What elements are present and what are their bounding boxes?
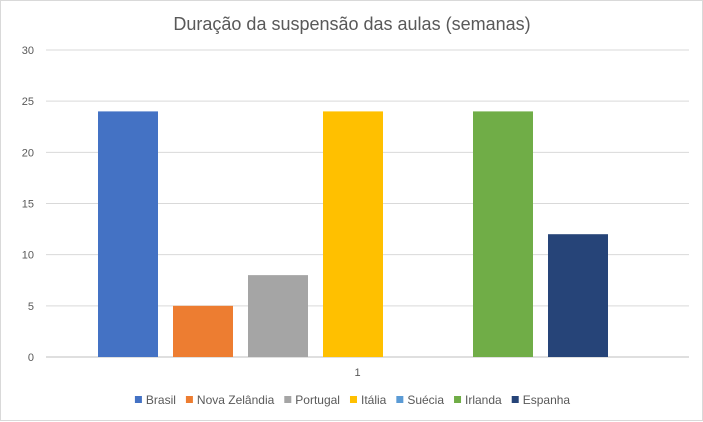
x-axis-ticks: 1 [354, 367, 360, 379]
y-tick-label: 20 [22, 147, 34, 159]
bar-3 [323, 111, 383, 358]
legend-swatch-3 [349, 396, 357, 403]
legend-label: Suécia [407, 393, 444, 407]
bar-0 [98, 111, 158, 358]
bar-6 [548, 234, 608, 357]
x-tick-label: 1 [354, 367, 360, 379]
legend-swatch-2 [284, 396, 292, 403]
legend-swatch-4 [396, 396, 404, 403]
y-tick-label: 25 [22, 96, 34, 108]
y-tick-label: 0 [28, 352, 34, 364]
y-tick-label: 5 [28, 301, 34, 313]
y-tick-label: 15 [22, 199, 34, 211]
bar-5 [473, 111, 533, 358]
legend-label: Brasil [146, 393, 176, 407]
legend: Brasil Nova Zelândia Portugal Itália Suécia I… [134, 393, 571, 407]
legend-swatch-5 [454, 396, 462, 403]
bar-1 [173, 305, 233, 357]
y-tick-label: 30 [22, 45, 34, 57]
legend-swatch-6 [511, 396, 519, 403]
y-axis-ticks: 0 5 10 15 20 25 30 [22, 45, 34, 364]
y-tick-label: 10 [22, 250, 34, 262]
bars [98, 111, 608, 358]
legend-label: Nova Zelândia [197, 393, 275, 407]
legend-label: Espanha [523, 393, 571, 407]
bar-2 [248, 275, 308, 357]
legend-label: Itália [361, 393, 387, 407]
legend-label: Irlanda [465, 393, 502, 407]
legend-label: Portugal [295, 393, 340, 407]
legend-swatch-0 [134, 396, 142, 403]
legend-swatch-1 [185, 396, 193, 403]
chart-title: Duração da suspensão das aulas (semanas) [173, 14, 530, 34]
